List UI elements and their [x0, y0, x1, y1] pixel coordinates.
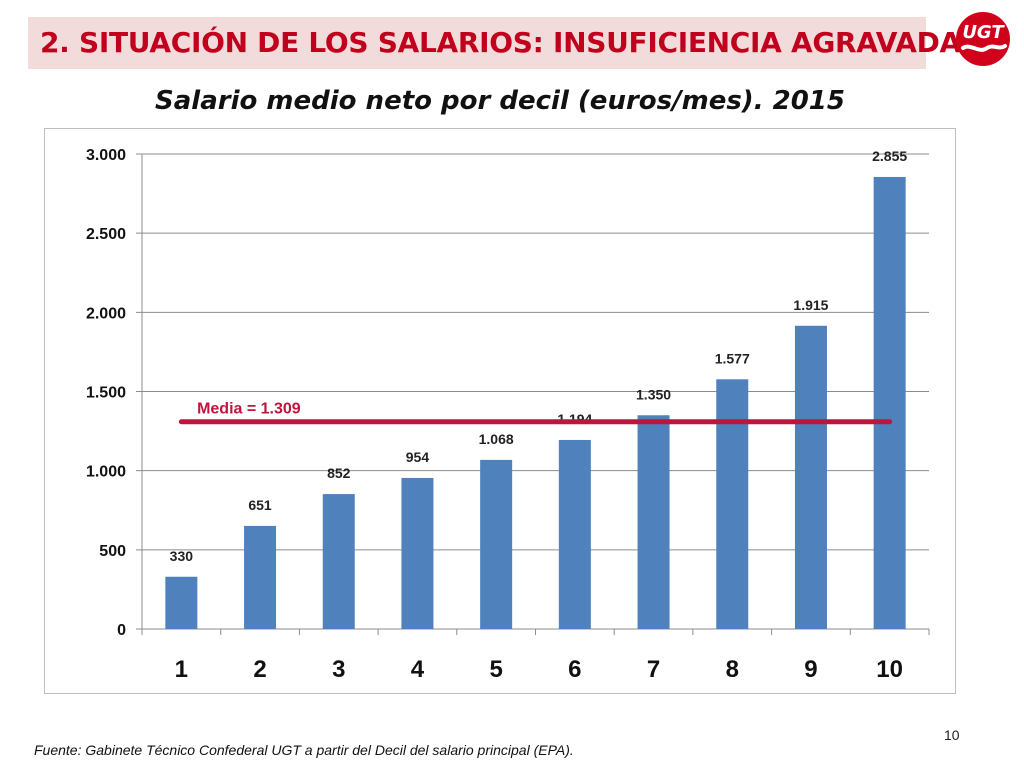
- chart-frame: [44, 128, 956, 694]
- page-number: 10: [944, 727, 960, 743]
- y-tick-label: 2.000: [86, 305, 126, 322]
- y-tick-label: 1.000: [86, 464, 126, 481]
- bar: [244, 525, 277, 629]
- y-tick-label: 0: [117, 622, 126, 639]
- data-label: 651: [248, 497, 272, 513]
- x-tick-label: 4: [411, 656, 425, 683]
- x-tick-label: 9: [804, 656, 817, 683]
- slide-title: 2. SITUACIÓN DE LOS SALARIOS: INSUFICIEN…: [40, 26, 961, 59]
- bar: [558, 439, 591, 629]
- data-label: 1.194: [557, 411, 592, 427]
- x-tick-label: 3: [332, 656, 345, 683]
- mean-label: Media = 1.309: [197, 401, 301, 418]
- x-tick-label: 2: [253, 656, 266, 683]
- x-tick-label: 5: [489, 656, 502, 683]
- x-tick-label: 8: [726, 656, 739, 683]
- data-label: 852: [327, 465, 351, 481]
- bar: [480, 459, 513, 629]
- bar: [165, 576, 198, 629]
- bar: [637, 415, 670, 629]
- y-tick-label: 1.500: [86, 385, 126, 402]
- y-tick-label: 3.000: [86, 147, 126, 164]
- chart-title: Salario medio neto por decil (euros/mes)…: [155, 86, 845, 116]
- x-tick-label: 6: [568, 656, 581, 683]
- data-label: 1.068: [479, 431, 514, 447]
- title-banner: 2. SITUACIÓN DE LOS SALARIOS: INSUFICIEN…: [28, 17, 961, 69]
- x-tick-label: 7: [647, 656, 660, 683]
- data-label: 1.350: [636, 386, 671, 402]
- y-tick-label: 500: [99, 543, 126, 560]
- bar: [401, 477, 434, 629]
- data-label: 1.577: [715, 350, 750, 366]
- data-label: 954: [406, 449, 430, 465]
- ugt-logo: UGT: [956, 12, 1010, 66]
- x-tick-label: 10: [876, 656, 903, 683]
- bar: [794, 325, 827, 629]
- x-tick-label: 1: [175, 656, 188, 683]
- bar: [716, 379, 749, 629]
- data-label: 330: [170, 548, 194, 564]
- data-label: 2.855: [872, 148, 907, 164]
- source-note: Fuente: Gabinete Técnico Confederal UGT …: [34, 742, 574, 758]
- bar: [873, 176, 906, 630]
- logo-text: UGT: [962, 22, 1005, 43]
- y-tick-label: 2.500: [86, 226, 126, 243]
- data-label: 1.915: [793, 297, 828, 313]
- bar: [322, 494, 355, 629]
